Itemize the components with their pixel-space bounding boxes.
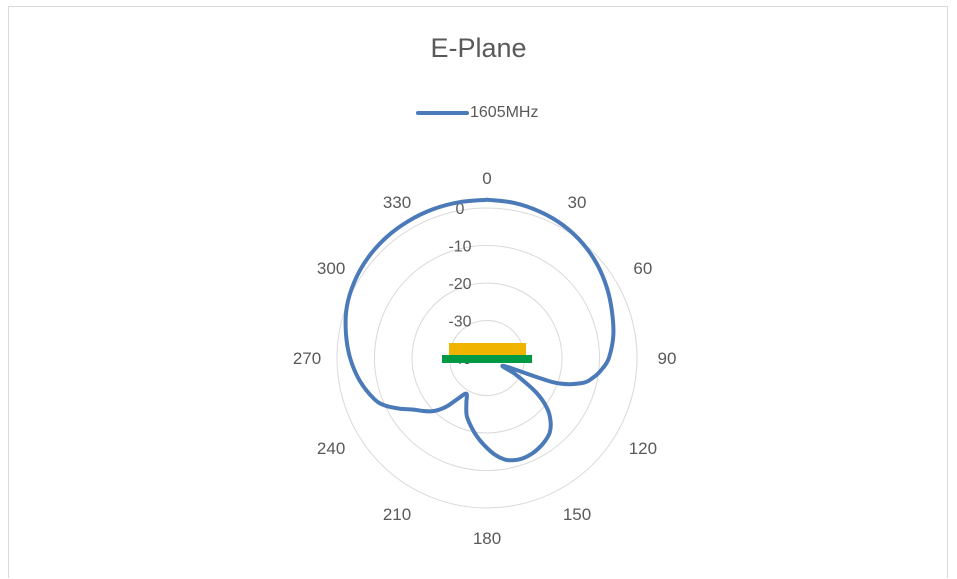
yellow-bar (449, 343, 526, 356)
grid-circle (411, 282, 563, 434)
grid-circle (374, 245, 600, 471)
chart-frame (8, 6, 948, 578)
angle-tick-label: 120 (629, 439, 657, 458)
radial-tick-label: -30 (448, 314, 471, 331)
green-bar (442, 355, 532, 363)
angle-tick-label: 30 (568, 193, 587, 212)
angle-tick-label: 330 (383, 193, 411, 212)
radial-tick-label: 0 (456, 201, 465, 218)
series-line (343, 197, 616, 463)
legend-swatch (416, 111, 469, 115)
angle-tick-label: 180 (473, 529, 501, 548)
legend-label: 1605MHz (470, 104, 539, 121)
angle-tick-label: 150 (563, 505, 591, 524)
angle-tick-label: 210 (383, 505, 411, 524)
chart-title: E-Plane (430, 33, 527, 63)
angle-tick-label: 240 (317, 439, 345, 458)
chart-legend: 1605MHz (416, 101, 538, 125)
angle-tick-label: 90 (658, 349, 677, 368)
angle-tick-label: 60 (633, 259, 652, 278)
angle-tick-label: 270 (293, 349, 321, 368)
angle-tick-label: 300 (317, 259, 345, 278)
radial-tick-label: -20 (448, 276, 471, 293)
angle-tick-label: 0 (482, 169, 491, 188)
radial-tick-label: -10 (448, 239, 471, 256)
grid-circle (336, 207, 638, 509)
